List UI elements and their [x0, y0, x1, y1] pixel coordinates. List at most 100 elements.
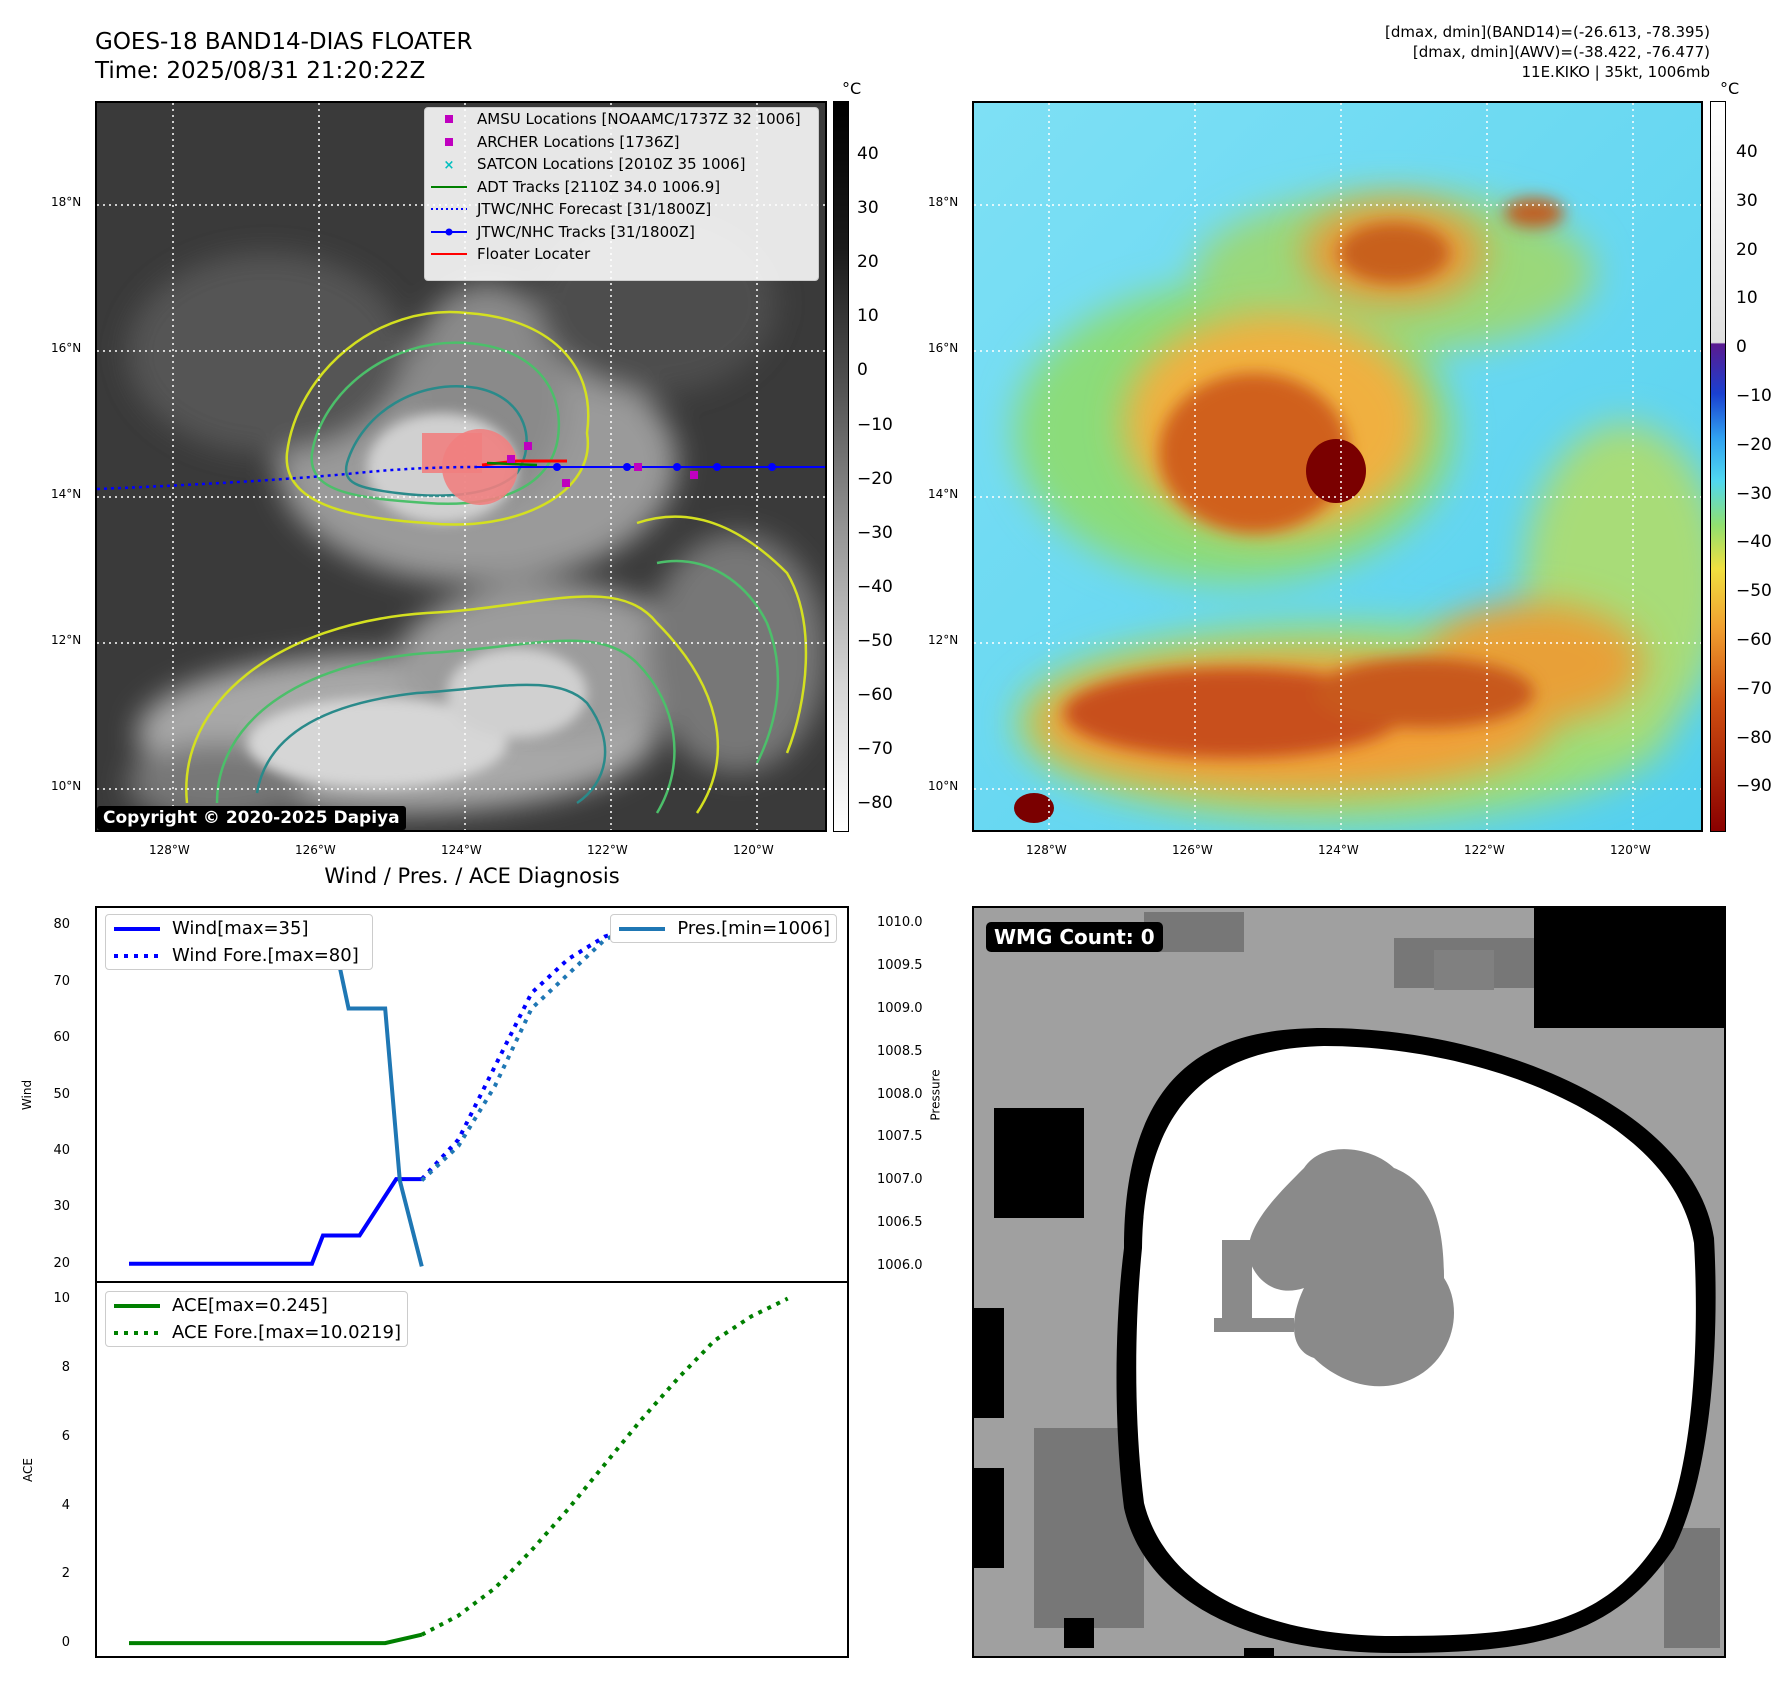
y-tick-label: 1008.0 — [877, 1086, 923, 1102]
lat-tick-label: 14°N — [928, 487, 959, 501]
wmg-image — [974, 908, 1724, 1656]
colorbar-tick-label: −40 — [1736, 532, 1772, 553]
color-ir-colorbar-unit: °C — [1720, 79, 1740, 98]
y-tick-label: 70 — [53, 973, 70, 989]
legend-item: JTWC/NHC Forecast [31/1800Z] — [425, 198, 818, 221]
lat-tick-label: 12°N — [928, 633, 959, 647]
legend-item: × SATCON Locations [2010Z 35 1006] — [425, 153, 818, 176]
y-tick-label: 10 — [53, 1291, 70, 1307]
pressure-legend-actual: Pres.[min=1006] — [677, 918, 830, 939]
color-ir-colorbar — [1710, 101, 1726, 832]
ace-plot: ACE[max=0.245] ACE Fore.[max=10.0219] — [95, 1281, 849, 1658]
y-tick-label: 50 — [53, 1086, 70, 1102]
colorbar-tick-label: −70 — [1736, 678, 1772, 699]
color-ir-map-image — [974, 103, 1701, 830]
y-tick-label: 60 — [53, 1030, 70, 1046]
series-line — [129, 1177, 422, 1266]
ir-map-panel: AMSU Locations [NOAAMC/1737Z 32 1006] ARC… — [95, 101, 827, 832]
series-line — [420, 1296, 789, 1637]
colorbar-tick-label: −60 — [857, 685, 893, 705]
colorbar-tick-label: 20 — [1736, 239, 1758, 260]
legend-symbol — [431, 253, 467, 256]
colorbar-tick-label: −30 — [1736, 483, 1772, 504]
wind-pressure-plot: Wind[max=35] Wind Fore.[max=80] Pres.[mi… — [95, 906, 849, 1283]
y-tick-label: 1009.5 — [877, 957, 923, 973]
y-tick-label: 4 — [61, 1497, 70, 1513]
legend-symbol — [431, 228, 467, 236]
colorbar-tick-label: 0 — [1736, 337, 1747, 358]
svg-text:×: × — [444, 158, 455, 172]
info-line-1: [dmax, dmin](BAND14)=(-26.613, -78.395) — [1385, 23, 1710, 41]
legend-label: JTWC/NHC Tracks [31/1800Z] — [477, 222, 695, 241]
legend-item: AMSU Locations [NOAAMC/1737Z 32 1006] — [425, 108, 818, 131]
lat-tick-label: 18°N — [51, 195, 82, 209]
ir-colorbar-unit: °C — [842, 79, 862, 98]
ace-canvas — [129, 1296, 789, 1646]
lat-tick-label: 16°N — [928, 341, 959, 355]
y-tick-label: 30 — [53, 1199, 70, 1215]
y-tick-label: 1007.0 — [877, 1172, 923, 1188]
pressure-legend: Pres.[min=1006] — [610, 914, 837, 943]
lon-tick-label: 126°W — [1172, 843, 1213, 857]
series-line — [129, 920, 424, 1267]
colorbar-tick-label: −20 — [857, 468, 893, 489]
storm-info: [dmax, dmin](BAND14)=(-26.613, -78.395) … — [1385, 22, 1710, 82]
chart-title: GOES-18 BAND14-DIAS FLOATER Time: 2025/0… — [95, 28, 473, 86]
legend-symbol: × — [444, 158, 455, 172]
lat-tick-label: 12°N — [51, 633, 82, 647]
legend-item: ADT Tracks [2110Z 34.0 1006.9] — [425, 176, 818, 199]
title-line-1: GOES-18 BAND14-DIAS FLOATER — [95, 29, 473, 55]
y-tick-label: 20 — [53, 1255, 70, 1271]
colorbar-tick-label: 30 — [1736, 190, 1758, 211]
copyright-label: Copyright © 2020-2025 Dapiya — [97, 806, 406, 830]
ir-colorbar — [833, 101, 849, 832]
y-tick-label: 1007.5 — [877, 1129, 923, 1145]
y-tick-label: 1008.5 — [877, 1043, 923, 1059]
title-line-2: Time: 2025/08/31 21:20:22Z — [95, 58, 426, 84]
wmg-count-label: WMG Count: 0 — [986, 922, 1163, 952]
y-tick-label: 2 — [61, 1566, 70, 1582]
colorbar-tick-label: −80 — [1736, 727, 1772, 748]
legend-label: ADT Tracks [2110Z 34.0 1006.9] — [477, 177, 721, 196]
colorbar-tick-label: −70 — [857, 739, 893, 760]
storm-core — [1306, 439, 1366, 503]
colorbar-tick-label: −10 — [1736, 386, 1772, 406]
lon-tick-label: 128°W — [1026, 843, 1067, 857]
ace-axis-label: ACE — [20, 1458, 35, 1482]
legend-label: SATCON Locations [2010Z 35 1006] — [477, 155, 746, 174]
colorbar-tick-label: −90 — [1736, 776, 1772, 797]
y-tick-label: 1010.0 — [877, 914, 923, 930]
legend-item: ARCHER Locations [1736Z] — [425, 131, 818, 154]
y-tick-label: 1006.0 — [877, 1258, 923, 1274]
lon-tick-label: 128°W — [149, 843, 190, 857]
lat-tick-label: 16°N — [51, 341, 82, 355]
y-tick-label: 8 — [61, 1360, 70, 1376]
diagnosis-title: Wind / Pres. / ACE Diagnosis — [324, 864, 620, 888]
colorbar-tick-label: −50 — [857, 630, 893, 651]
legend-label: AMSU Locations [NOAAMC/1737Z 32 1006] — [477, 110, 801, 129]
series-line — [420, 923, 788, 1181]
ace-legend-forecast: ACE Fore.[max=10.0219] — [172, 1322, 401, 1343]
legend-symbol — [445, 137, 453, 146]
y-tick-label: 1009.0 — [877, 1000, 923, 1016]
wmg-panel: WMG Count: 0 — [972, 906, 1726, 1658]
colorbar-tick-label: 40 — [1736, 142, 1758, 162]
ir-legend: AMSU Locations [NOAAMC/1737Z 32 1006] ARC… — [424, 107, 819, 281]
ace-legend-actual: ACE[max=0.245] — [172, 1295, 328, 1316]
legend-symbol — [431, 208, 467, 211]
pressure-axis-label: Pressure — [928, 1069, 943, 1121]
colorbar-tick-label: 0 — [857, 360, 868, 381]
lon-tick-label: 126°W — [295, 843, 336, 857]
colorbar-tick-label: 30 — [857, 198, 879, 219]
colorbar-tick-label: −20 — [1736, 434, 1772, 455]
colorbar-tick-label: −80 — [857, 793, 893, 814]
colorbar-tick-label: 10 — [1736, 288, 1758, 309]
lon-tick-label: 120°W — [1610, 843, 1651, 857]
legend-label: Floater Locater — [477, 245, 591, 264]
wind-legend-forecast: Wind Fore.[max=80] — [172, 945, 359, 966]
lat-tick-label: 14°N — [51, 487, 82, 501]
legend-label: ARCHER Locations [1736Z] — [477, 132, 680, 151]
lon-tick-label: 120°W — [733, 843, 774, 857]
legend-item: JTWC/NHC Tracks [31/1800Z] — [425, 221, 818, 244]
lat-tick-label: 10°N — [51, 779, 82, 793]
